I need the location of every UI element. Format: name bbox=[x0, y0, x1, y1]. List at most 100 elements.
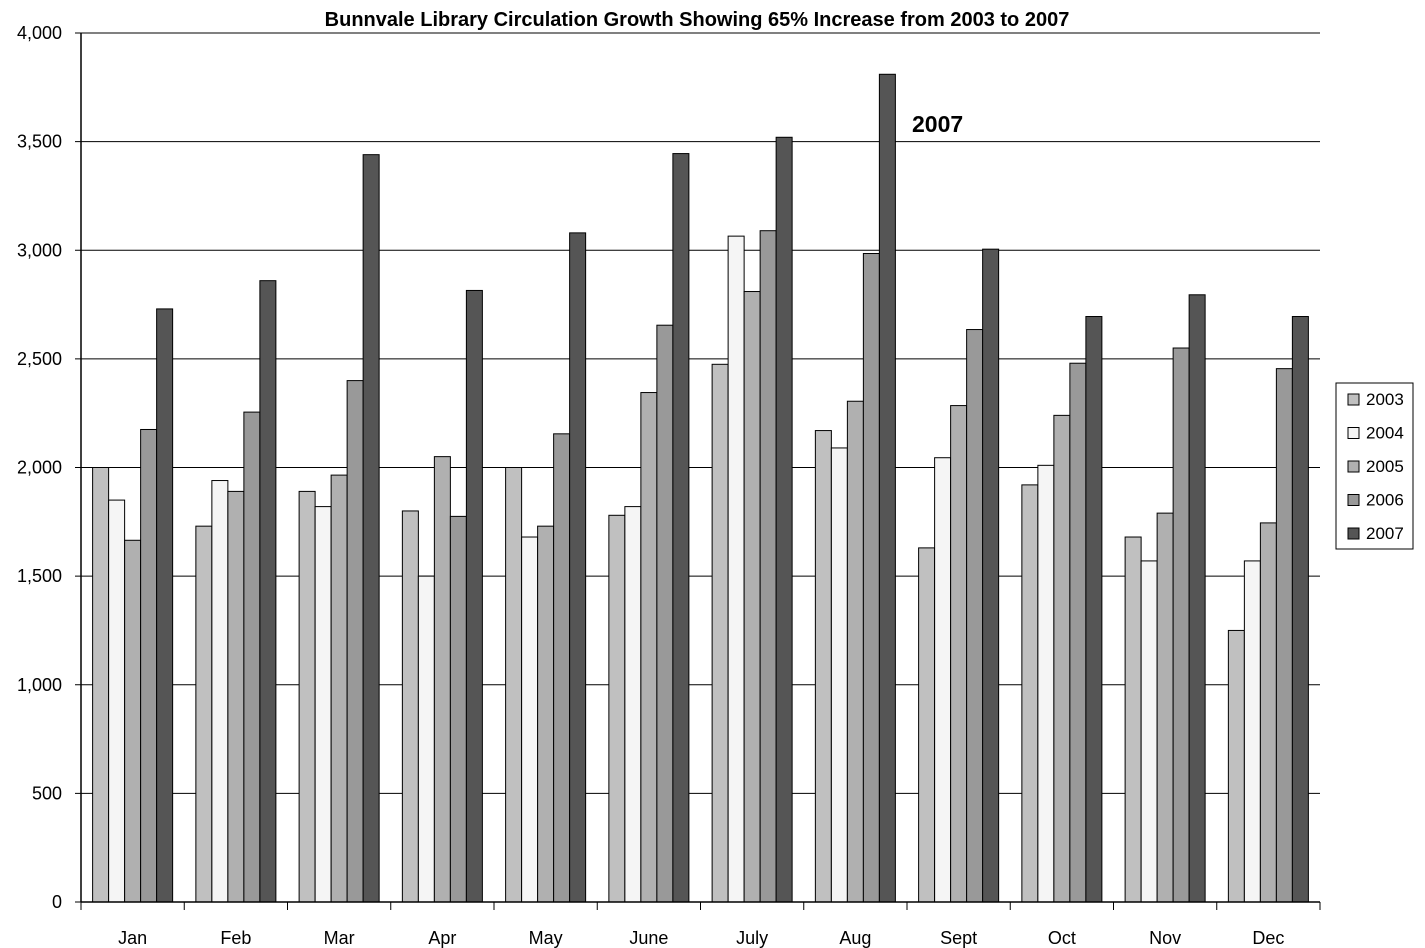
annotation-2007: 2007 bbox=[912, 111, 963, 137]
bar-2003-Oct bbox=[1021, 484, 1039, 903]
legend: 2003 2004 2005 2006 2007 bbox=[1335, 382, 1414, 550]
x-tick-label: Feb bbox=[220, 928, 251, 948]
bar-2007-Aug bbox=[878, 73, 896, 903]
bar-2005-June bbox=[640, 392, 658, 903]
bar-2004-Feb bbox=[211, 480, 229, 903]
bar-2006-May bbox=[553, 433, 571, 903]
bar-2007-July bbox=[775, 136, 793, 903]
bar-2006-Dec bbox=[1275, 368, 1293, 903]
bar-2007-Jan bbox=[156, 308, 174, 903]
bar-2004-Oct bbox=[1037, 464, 1055, 903]
bar-2003-Dec bbox=[1227, 629, 1245, 903]
legend-swatch-2003 bbox=[1347, 393, 1360, 406]
bar-2003-Aug bbox=[814, 430, 832, 903]
y-tick-label: 2,000 bbox=[17, 458, 62, 478]
bar-2006-Aug bbox=[862, 253, 880, 903]
bar-2005-Oct bbox=[1053, 414, 1071, 903]
x-tick-label: July bbox=[736, 928, 768, 948]
x-tick-label: Apr bbox=[428, 928, 456, 948]
bar-2006-Jan bbox=[140, 428, 158, 903]
bar-2003-Feb bbox=[195, 525, 213, 903]
bar-2006-Apr bbox=[449, 515, 467, 903]
bar-2003-May bbox=[505, 467, 523, 903]
bar-2006-June bbox=[656, 324, 674, 903]
bar-2003-Apr bbox=[401, 510, 419, 903]
bar-2007-Oct bbox=[1085, 316, 1103, 903]
bar-2005-Nov bbox=[1156, 512, 1174, 903]
bar-2004-June bbox=[624, 506, 642, 903]
y-tick-label: 1,500 bbox=[17, 566, 62, 586]
legend-label-2003: 2003 bbox=[1366, 390, 1404, 409]
bar-2005-Apr bbox=[433, 456, 451, 903]
y-tick-label: 0 bbox=[52, 892, 62, 912]
axes bbox=[75, 32, 1321, 910]
bar-2003-Nov bbox=[1124, 536, 1142, 903]
bar-2005-Sept bbox=[950, 405, 968, 903]
bar-2003-Mar bbox=[298, 490, 316, 903]
bar-2005-July bbox=[743, 291, 761, 903]
legend-swatch-2007 bbox=[1347, 527, 1360, 540]
bar-2007-Mar bbox=[362, 154, 380, 903]
x-tick-label: Oct bbox=[1048, 928, 1076, 948]
x-tick-label: Dec bbox=[1252, 928, 1284, 948]
bar-2007-Feb bbox=[259, 280, 277, 903]
legend-label-2007: 2007 bbox=[1366, 524, 1404, 543]
bars bbox=[92, 73, 1309, 903]
y-tick-label: 1,000 bbox=[17, 675, 62, 695]
bar-2004-July bbox=[727, 235, 745, 903]
bar-2005-May bbox=[537, 525, 555, 903]
bar-2004-Sept bbox=[934, 457, 952, 903]
bar-2004-May bbox=[521, 536, 539, 903]
x-tick-label: Jan bbox=[118, 928, 147, 948]
bar-2003-Jan bbox=[92, 467, 110, 903]
legend-swatch-2005 bbox=[1347, 460, 1360, 473]
legend-swatch-2006 bbox=[1347, 494, 1360, 506]
legend-label-2005: 2005 bbox=[1366, 457, 1404, 476]
bar-2004-Apr bbox=[417, 575, 435, 903]
x-tick-label: Nov bbox=[1149, 928, 1181, 948]
x-tick-label: Mar bbox=[324, 928, 355, 948]
bar-2003-Sept bbox=[918, 547, 936, 903]
bar-2006-Oct bbox=[1069, 362, 1087, 903]
bar-2005-Feb bbox=[227, 490, 245, 903]
y-tick-label: 3,000 bbox=[17, 240, 62, 260]
legend-swatch-2004 bbox=[1347, 427, 1360, 439]
bar-2007-Nov bbox=[1188, 294, 1206, 903]
bar-2004-Aug bbox=[830, 447, 848, 903]
x-tick-label: Aug bbox=[839, 928, 871, 948]
bar-2004-Mar bbox=[314, 506, 332, 903]
bar-2006-Nov bbox=[1172, 347, 1190, 903]
y-tick-label: 4,000 bbox=[17, 23, 62, 43]
bar-2005-Mar bbox=[330, 474, 348, 903]
bar-2003-June bbox=[608, 514, 626, 903]
y-tick-label: 2,500 bbox=[17, 349, 62, 369]
bar-2006-July bbox=[759, 230, 777, 903]
bar-2006-Mar bbox=[346, 380, 364, 903]
bar-2005-Dec bbox=[1259, 522, 1277, 903]
bar-2005-Jan bbox=[124, 539, 142, 903]
bar-2006-Sept bbox=[966, 329, 984, 903]
bar-2004-Jan bbox=[108, 499, 126, 903]
legend-label-2006: 2006 bbox=[1366, 491, 1404, 510]
bar-2007-June bbox=[672, 153, 690, 903]
x-axis-tick-labels: Jan Feb Mar Apr May June July Aug Sept Oct Nov Dec bbox=[118, 928, 1284, 948]
bar-2005-Aug bbox=[846, 400, 864, 903]
bar-2006-Feb bbox=[243, 411, 261, 903]
bar-2004-Nov bbox=[1140, 560, 1158, 903]
chart-title: Bunnvale Library Circulation Growth Show… bbox=[325, 9, 1070, 31]
gridlines bbox=[81, 32, 1320, 794]
x-tick-label: Sept bbox=[940, 928, 977, 948]
x-tick-label: June bbox=[629, 928, 668, 948]
bar-2007-Sept bbox=[982, 248, 1000, 903]
bar-2007-Apr bbox=[465, 289, 483, 903]
x-tick-label: May bbox=[529, 928, 563, 948]
bar-2007-May bbox=[569, 232, 587, 903]
y-tick-label: 3,500 bbox=[17, 132, 62, 152]
y-tick-label: 500 bbox=[32, 783, 62, 803]
bar-2004-Dec bbox=[1243, 560, 1261, 903]
legend-label-2004: 2004 bbox=[1366, 424, 1404, 443]
bar-2003-July bbox=[711, 363, 729, 903]
y-axis-tick-labels: 0 500 1,000 1,500 2,000 2,500 3,000 3,500 4,000 bbox=[17, 23, 62, 912]
bar-2007-Dec bbox=[1291, 316, 1309, 903]
